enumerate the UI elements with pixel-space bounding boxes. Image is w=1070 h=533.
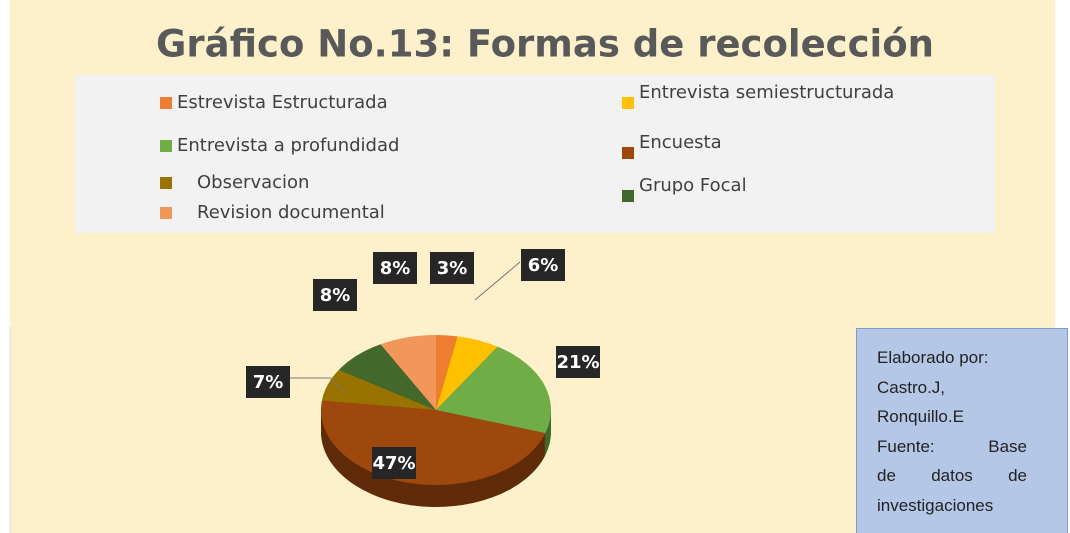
data-label: 6% [528,255,559,276]
legend-label: Encuesta [639,132,722,153]
legend-swatch [622,190,634,202]
legend-swatch [622,147,634,159]
legend-label: Estrevista Estructurada [177,92,388,113]
data-label-box [521,249,565,281]
note-line: investigaciones [877,495,994,515]
note-line: Fuente: Base [877,436,1027,456]
legend-swatch [160,177,172,189]
leader-line [290,377,346,393]
note-box: Elaborado por: Castro.J, Ronquillo.E Fuente… [856,328,1068,533]
legend-swatch [160,207,172,219]
legend-box [75,75,995,233]
data-label-box [556,346,600,378]
slice [321,369,436,410]
slice [436,335,458,410]
data-label: 3% [437,258,468,279]
legend-label: Entrevista semiestructurada [639,82,894,103]
legend-swatch [622,97,634,109]
data-label-box [373,252,417,284]
data-label: 8% [320,285,351,306]
note-line: Castro.J, [877,377,946,397]
legend-label: Revision documental [197,202,385,223]
slice [338,344,436,410]
legend-label: Entrevista a profundidad [177,135,399,156]
legend-label: Grupo Focal [639,175,747,196]
legend-swatch [160,97,172,109]
data-label-box [313,279,357,311]
legend-label: Observacion [197,172,309,193]
data-label: 8% [380,258,411,279]
note-line: de datos de [877,466,1027,485]
data-label-box [430,252,474,284]
note-line: Elaborado por: [877,348,989,367]
chart-title: Gráfico No.13: Formas de recolección [156,23,934,66]
data-label-box [246,366,290,398]
slice [436,346,551,434]
data-label: 21% [556,352,599,373]
data-label: 7% [253,372,284,393]
legend-swatch [160,140,172,152]
data-label: 47% [372,453,415,474]
data-label-box [372,447,416,479]
slice [380,335,436,410]
slice [436,336,498,410]
leader-line [474,261,521,301]
note-line: Ronquillo.E [877,407,964,426]
